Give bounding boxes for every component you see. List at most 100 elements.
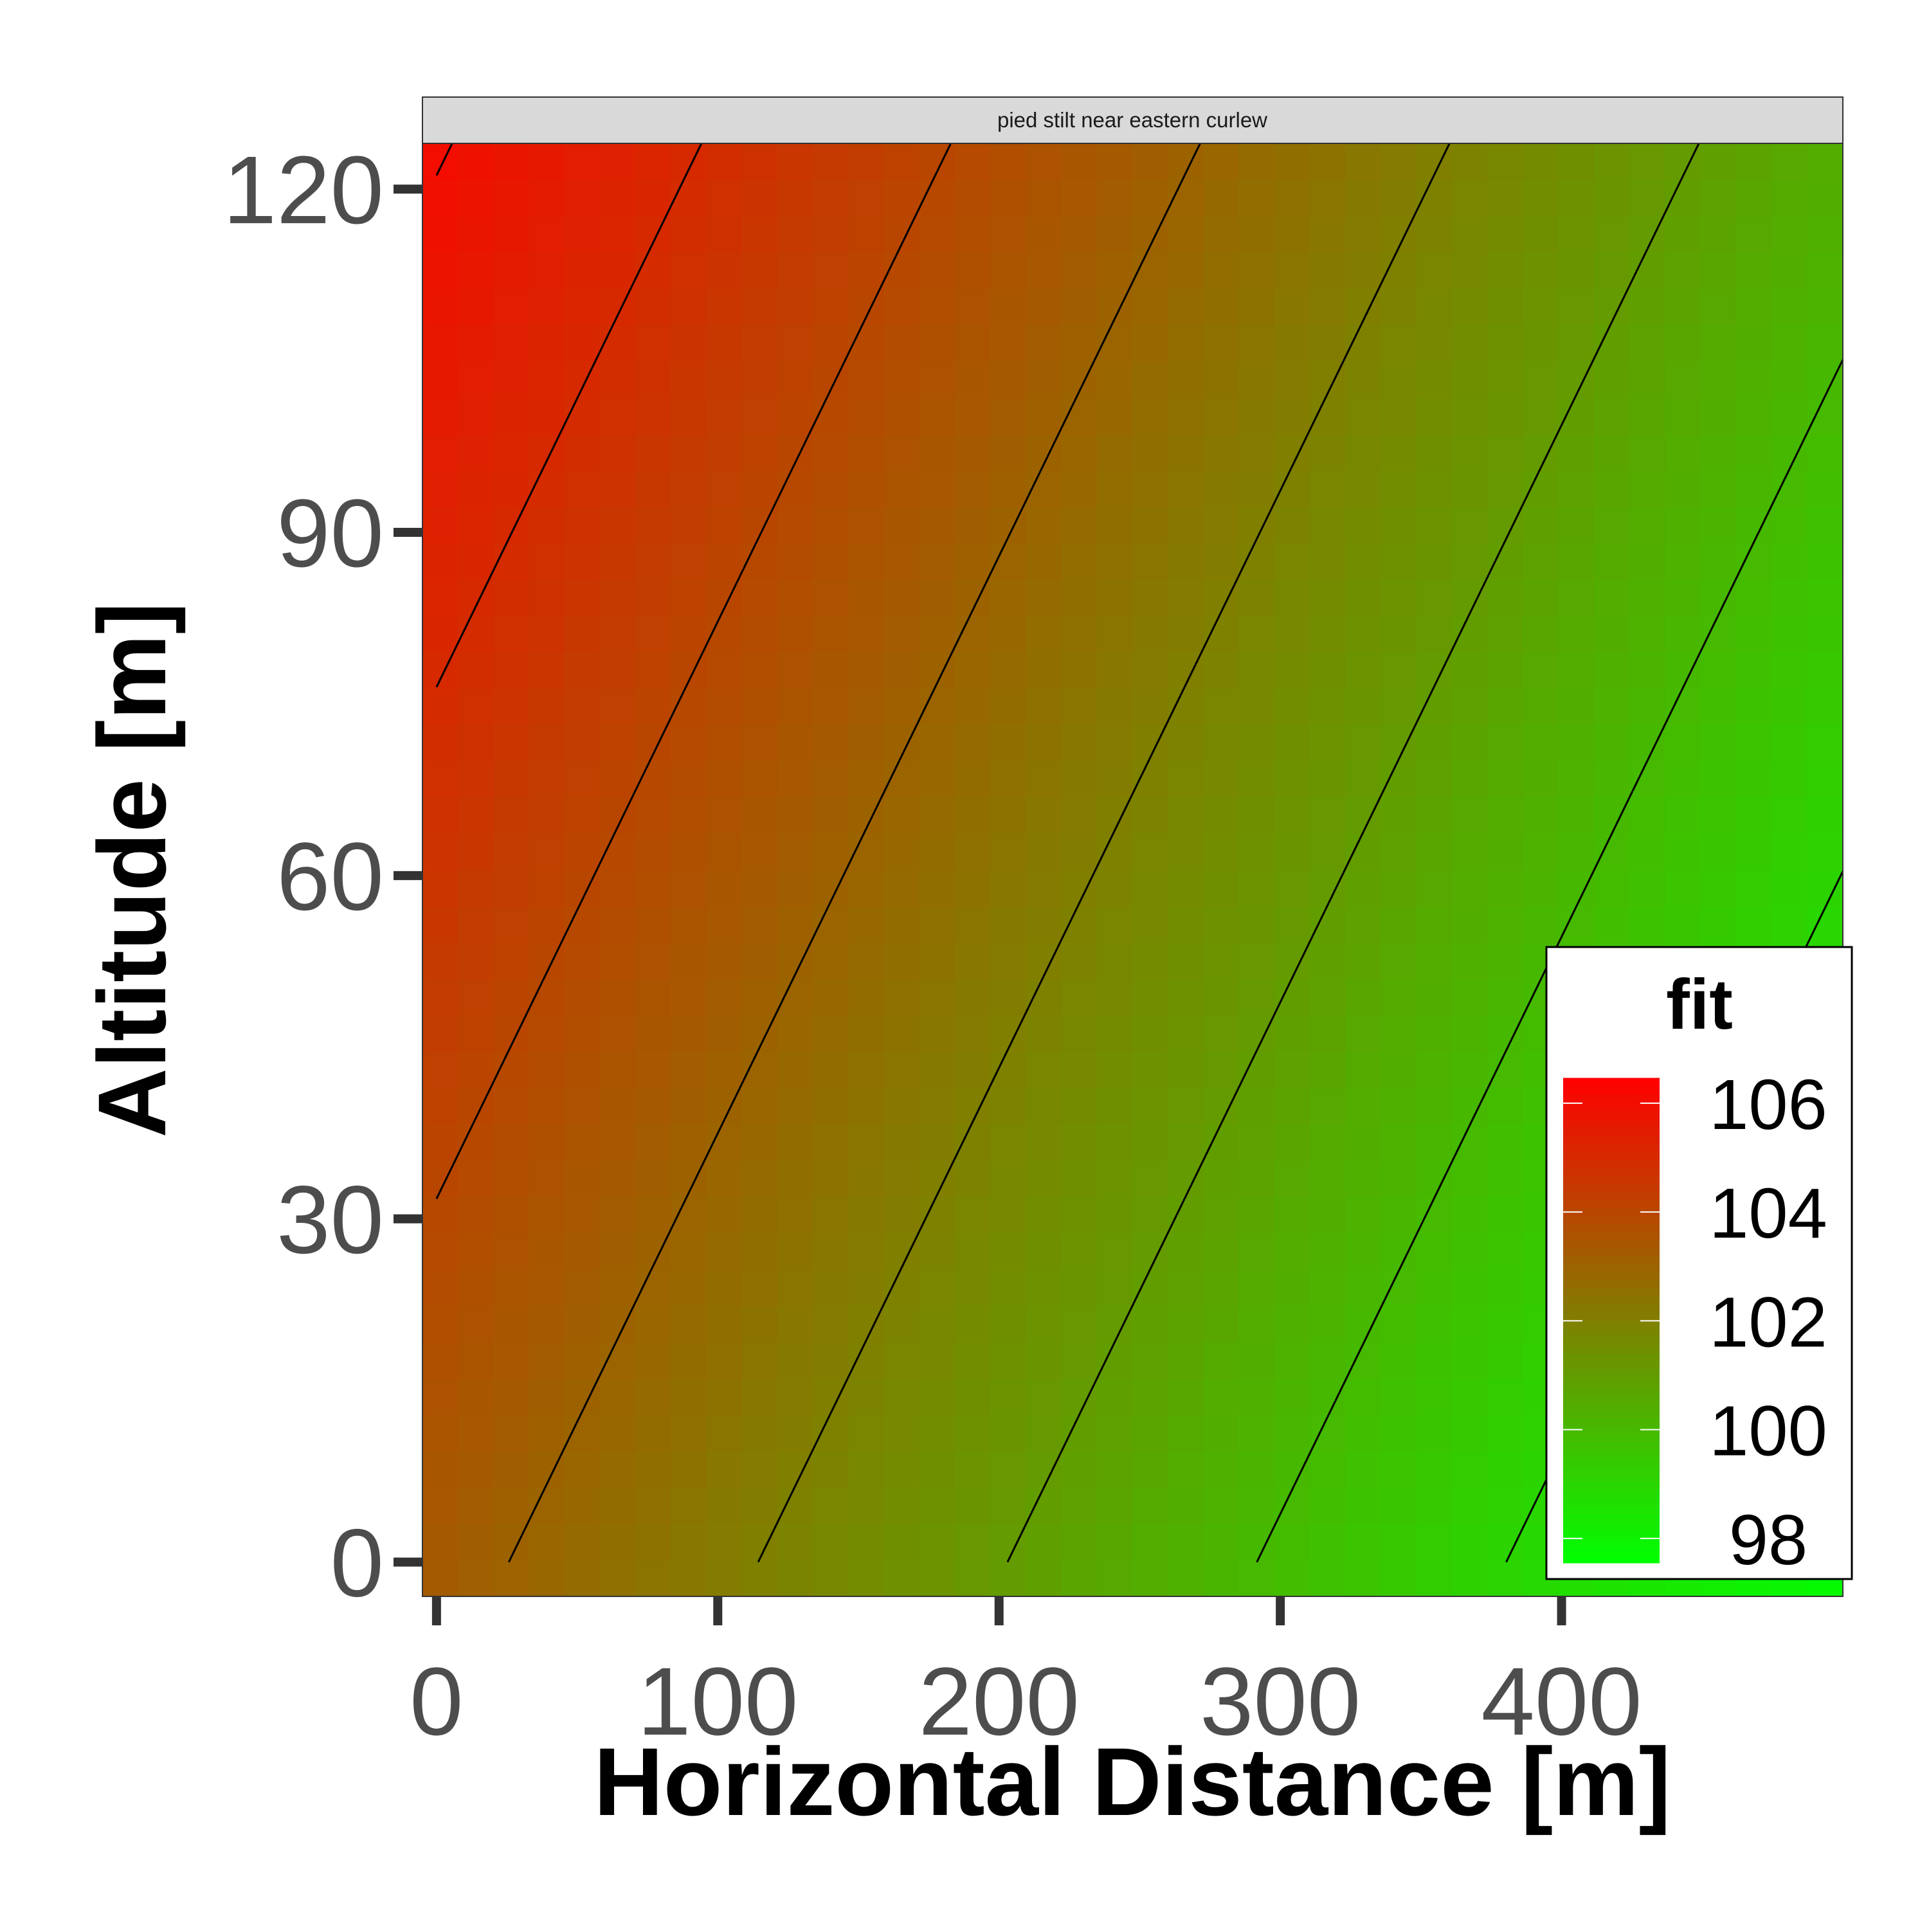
heatmap-cell — [529, 1051, 565, 1088]
heatmap-cell — [564, 1232, 601, 1270]
heatmap-cell — [1381, 1378, 1417, 1415]
heatmap-cell — [599, 506, 636, 543]
heatmap-cell — [1593, 724, 1631, 761]
heatmap-cell — [493, 724, 530, 761]
heatmap-cell — [1096, 506, 1133, 543]
facet-strip — [422, 96, 1843, 144]
heatmap-cell — [919, 361, 955, 398]
heatmap-cell — [812, 1414, 849, 1452]
heatmap-cell — [1381, 833, 1417, 871]
heatmap-cell — [954, 1087, 992, 1124]
heatmap-cell — [1238, 143, 1275, 180]
heatmap-cell — [493, 1087, 530, 1124]
heatmap-cell — [1416, 833, 1453, 871]
legend-label: 102 — [1709, 1283, 1827, 1362]
heatmap-cell — [1700, 433, 1737, 471]
heatmap-cell — [1665, 179, 1701, 217]
heatmap-cell — [1096, 797, 1133, 834]
heatmap-cell — [1274, 797, 1311, 834]
heatmap-cell — [1132, 288, 1169, 325]
heatmap-cell — [883, 288, 920, 325]
heatmap-cell — [883, 615, 920, 653]
heatmap-cell — [1381, 1523, 1417, 1560]
heatmap-cell — [1593, 470, 1631, 507]
heatmap-cell — [457, 979, 494, 1016]
heatmap-cell — [671, 579, 707, 616]
heatmap-cell — [741, 361, 778, 398]
heatmap-cell — [1523, 470, 1559, 507]
heatmap-cell — [1735, 615, 1773, 653]
heatmap-cell — [741, 397, 778, 435]
heatmap-cell — [706, 1015, 743, 1052]
heatmap-cell — [1593, 288, 1631, 325]
heatmap-cell — [599, 433, 636, 471]
heatmap-cell — [919, 252, 955, 289]
heatmap-cell — [1026, 1414, 1062, 1452]
heatmap-cell — [1629, 651, 1666, 689]
heatmap-cell — [1665, 215, 1701, 253]
heatmap-cell — [706, 797, 743, 834]
heatmap-cell — [1700, 143, 1737, 180]
heatmap-cell — [1238, 361, 1275, 398]
x-tick-label: 200 — [919, 1647, 1080, 1755]
heatmap-cell — [1665, 797, 1701, 834]
heatmap-cell — [1700, 869, 1737, 907]
heatmap-cell — [1381, 1305, 1417, 1342]
heatmap-cell — [1416, 942, 1453, 979]
heatmap-cell — [529, 543, 565, 580]
heatmap-cell — [706, 215, 743, 253]
heatmap-cell — [457, 325, 494, 362]
heatmap-cell — [777, 288, 813, 325]
heatmap-cell — [564, 252, 601, 289]
heatmap-cell — [990, 579, 1027, 616]
heatmap-cell — [1558, 797, 1595, 834]
heatmap-cell — [777, 724, 813, 761]
heatmap-cell — [848, 179, 885, 217]
heatmap-cell — [990, 724, 1027, 761]
heatmap-cell — [1203, 215, 1240, 253]
heatmap-cell — [777, 1523, 813, 1560]
heatmap-cell — [1416, 1305, 1453, 1342]
heatmap-cell — [1168, 688, 1204, 725]
heatmap-cell — [1416, 397, 1453, 435]
heatmap-cell — [954, 1414, 992, 1452]
heatmap-cell — [422, 1015, 458, 1052]
heatmap-cell — [422, 1232, 458, 1270]
heatmap-cell — [529, 1414, 565, 1452]
legend-color-segment — [1563, 1546, 1660, 1555]
heatmap-cell — [990, 1124, 1027, 1161]
heatmap-cell — [1381, 179, 1417, 217]
heatmap-cell — [1168, 761, 1204, 798]
heatmap-cell — [954, 361, 992, 398]
heatmap-cell — [1452, 1124, 1489, 1161]
heatmap-cell — [1452, 979, 1489, 1016]
heatmap-cell — [1381, 325, 1417, 362]
heatmap-cell — [1238, 325, 1275, 362]
heatmap-cell — [919, 1160, 955, 1197]
heatmap-cell — [848, 1414, 885, 1452]
heatmap-cell — [599, 1051, 636, 1088]
heatmap-cell — [1700, 724, 1737, 761]
heatmap-cell — [1096, 1342, 1133, 1379]
heatmap-cell — [706, 1124, 743, 1161]
heatmap-cell — [1807, 688, 1843, 725]
heatmap-cell — [1310, 1450, 1346, 1488]
heatmap-cell — [1203, 1232, 1240, 1270]
legend-color-segment — [1563, 1207, 1660, 1216]
heatmap-cell — [493, 1269, 530, 1306]
heatmap-cell — [635, 1450, 672, 1488]
heatmap-cell — [1665, 543, 1701, 580]
heatmap-cell — [1168, 1560, 1204, 1596]
heatmap-cell — [635, 615, 672, 653]
heatmap-cell — [529, 651, 565, 689]
y-axis-title: Altitude [m] — [78, 602, 186, 1137]
heatmap-cell — [1523, 325, 1559, 362]
heatmap-cell — [1487, 179, 1524, 217]
heatmap-cell — [1026, 1305, 1062, 1342]
heatmap-cell — [1487, 1015, 1524, 1052]
heatmap-cell — [1345, 869, 1382, 907]
heatmap-cell — [1629, 724, 1666, 761]
heatmap-cell — [599, 288, 636, 325]
heatmap-cell — [1452, 1523, 1489, 1560]
x-axis: 0 100 200 300 400 — [410, 1596, 1642, 1755]
